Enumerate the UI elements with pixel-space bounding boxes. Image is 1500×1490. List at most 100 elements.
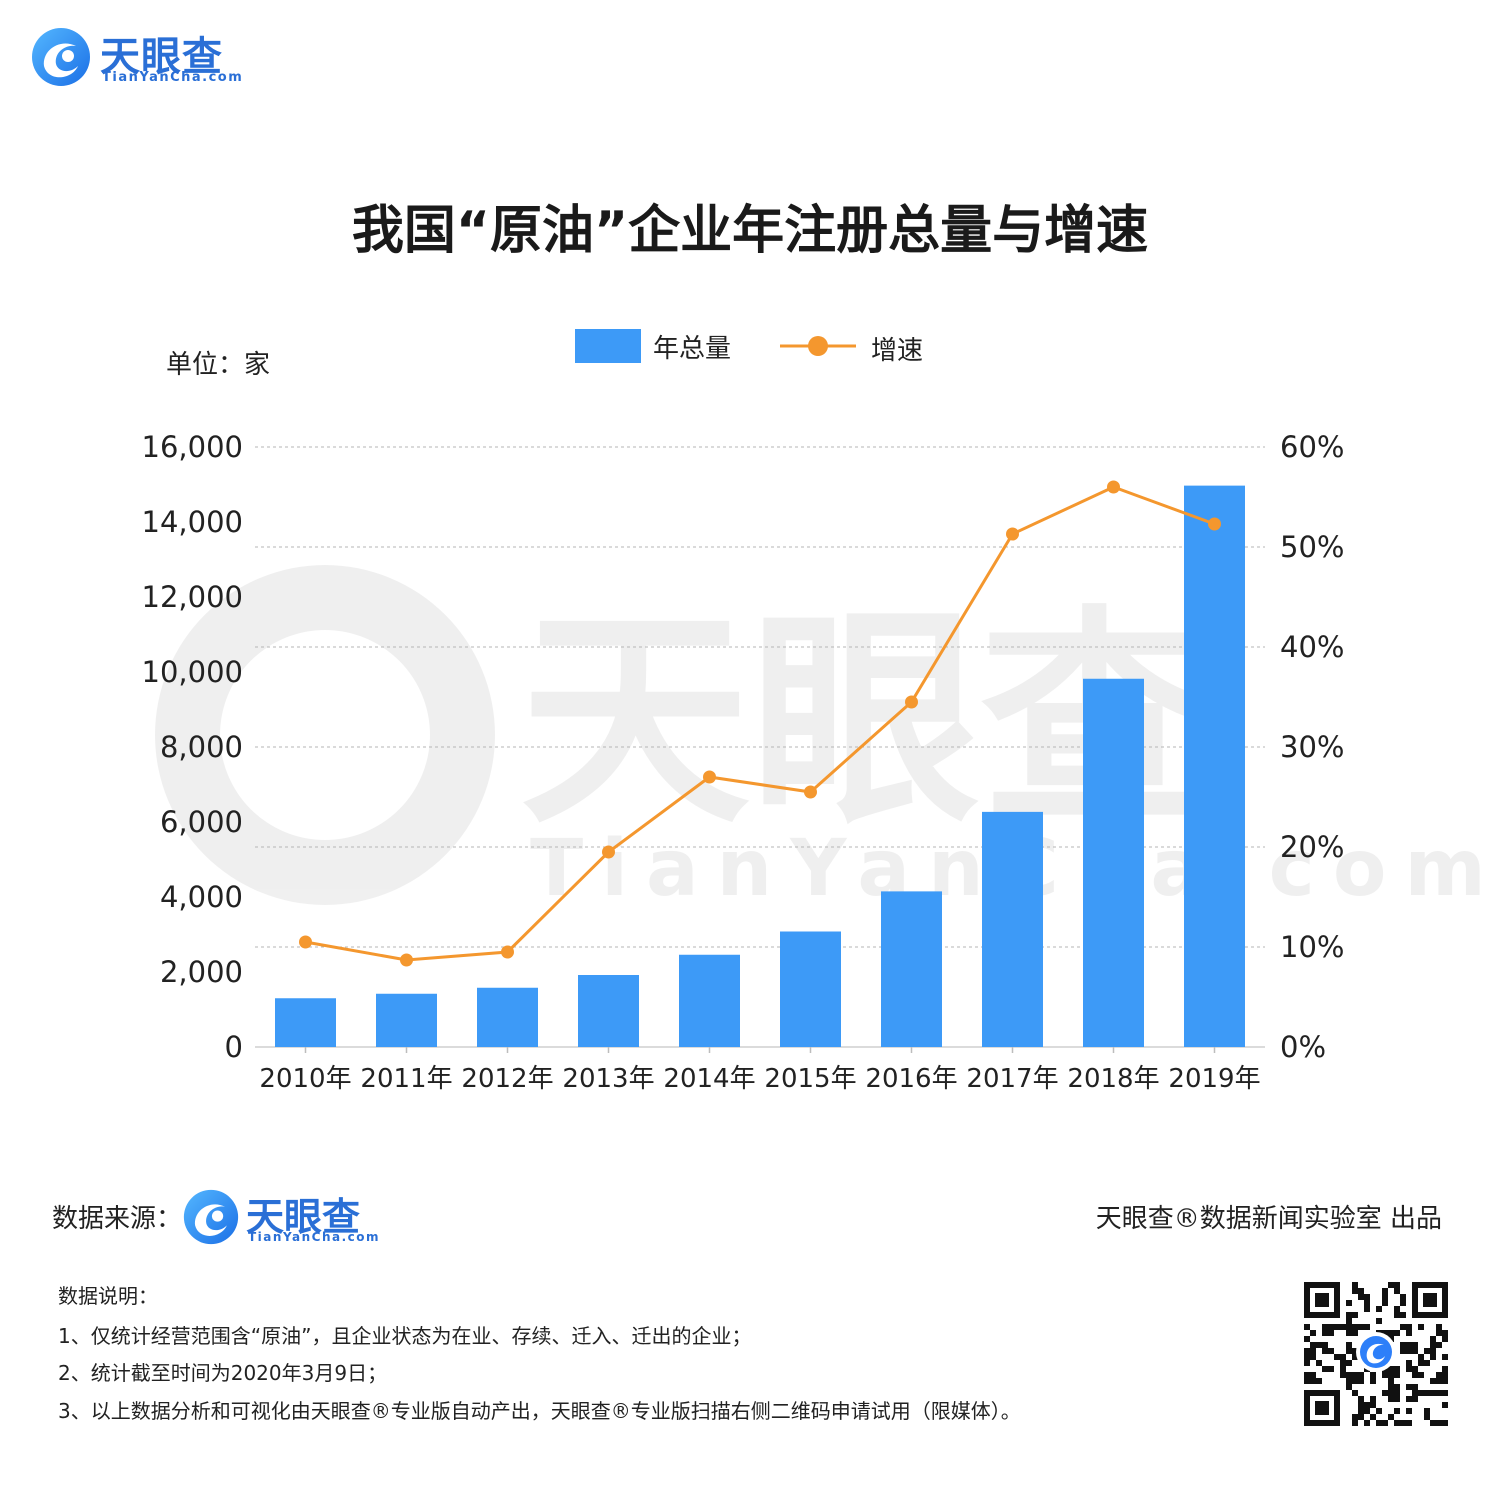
qr-cell	[1370, 1402, 1376, 1408]
chart-area: 天眼查 TianYanCha.com 02,0004,0006,0008,000…	[142, 430, 1486, 1094]
qr-cell	[1394, 1282, 1400, 1288]
right-axis-ticks: 0% 10% 20% 30% 40% 50% 60%	[1280, 430, 1344, 1064]
qr-cell	[1352, 1420, 1358, 1426]
qr-cell	[1400, 1420, 1406, 1426]
qr-cell	[1418, 1372, 1424, 1378]
qr-cell	[1436, 1342, 1442, 1348]
qr-cell	[1442, 1420, 1448, 1426]
qr-cell	[1310, 1348, 1316, 1354]
qr-cell	[1310, 1378, 1316, 1384]
growth-point	[1208, 517, 1221, 531]
qr-cell	[1388, 1330, 1394, 1336]
qr-cell	[1412, 1372, 1418, 1378]
left-tick-label: 6,000	[160, 805, 243, 839]
qr-cell	[1304, 1348, 1310, 1354]
qr-cell	[1442, 1330, 1448, 1336]
right-tick-label: 10%	[1280, 930, 1344, 964]
qr-cell	[1388, 1282, 1394, 1288]
qr-cell	[1334, 1354, 1340, 1360]
qr-cell	[1388, 1372, 1394, 1378]
qr-cell	[1328, 1366, 1334, 1372]
qr-cell	[1364, 1306, 1370, 1312]
note-item: 2、统计截至时间为2020年3月9日；	[58, 1361, 388, 1385]
left-tick-label: 12,000	[142, 580, 243, 614]
qr-cell	[1346, 1372, 1352, 1378]
qr-cell	[1352, 1390, 1358, 1396]
qr-cell	[1394, 1408, 1400, 1414]
qr-cell	[1340, 1366, 1346, 1372]
qr-cell	[1412, 1342, 1418, 1348]
left-tick-label: 16,000	[142, 430, 243, 464]
qr-cell	[1442, 1402, 1448, 1408]
legend-bar-label: 年总量	[653, 334, 732, 364]
qr-cell	[1310, 1372, 1316, 1378]
footer-logo-icon	[183, 1189, 239, 1245]
x-axis-ticks: 2010年 2011年 2012年 2013年 2014年 2015年 2016年 2017年…	[259, 1047, 1261, 1094]
qr-cell	[1358, 1414, 1364, 1420]
qr-cell	[1388, 1390, 1394, 1396]
bars	[275, 485, 1245, 1047]
qr-cell	[1352, 1348, 1358, 1354]
qr-cell	[1388, 1378, 1394, 1384]
qr-cell	[1442, 1378, 1448, 1384]
bar	[1184, 485, 1245, 1047]
bar	[780, 931, 841, 1047]
qr-cell	[1406, 1348, 1412, 1354]
qr-cell	[1412, 1384, 1418, 1390]
source-label: 数据来源：	[52, 1204, 183, 1234]
qr-cell	[1364, 1300, 1370, 1306]
qr-cell	[1322, 1330, 1328, 1336]
qr-cell	[1388, 1384, 1394, 1390]
growth-point	[703, 770, 716, 784]
right-tick-label: 20%	[1280, 830, 1344, 864]
qr-cell	[1358, 1402, 1364, 1408]
x-tick-label: 2012年	[461, 1064, 553, 1094]
qr-cell	[1430, 1420, 1436, 1426]
qr-cell	[1346, 1300, 1352, 1306]
qr-cell	[1376, 1420, 1382, 1426]
qr-cell	[1400, 1324, 1406, 1330]
qr-cell	[1412, 1390, 1418, 1396]
right-tick-label: 40%	[1280, 630, 1344, 664]
qr-cell	[1358, 1288, 1364, 1294]
legend-line-label: 增速	[871, 336, 924, 366]
qr-cell	[1304, 1336, 1310, 1342]
qr-cell	[1412, 1348, 1418, 1354]
qr-cell	[1352, 1288, 1358, 1294]
qr-cell	[1400, 1312, 1406, 1318]
qr-cell	[1418, 1324, 1424, 1330]
x-tick-label: 2015年	[764, 1064, 856, 1094]
qr-cell	[1430, 1342, 1436, 1348]
left-tick-label: 2,000	[160, 955, 243, 989]
growth-point	[1006, 527, 1019, 541]
qr-cell	[1394, 1306, 1400, 1312]
qr-cell	[1424, 1414, 1430, 1420]
left-tick-label: 4,000	[160, 880, 243, 914]
qr-cell	[1442, 1354, 1448, 1360]
qr-cell	[1394, 1372, 1400, 1378]
qr-cell	[1442, 1366, 1448, 1372]
header-logo: 天眼查 TianYanCha.com	[30, 24, 270, 90]
qr-cell	[1316, 1360, 1322, 1366]
unit-label: 单位：家	[166, 350, 271, 380]
footer-logo-domain: TianYanCha.com	[248, 1230, 381, 1244]
qr-cell	[1376, 1306, 1382, 1312]
qr-cell	[1322, 1366, 1328, 1372]
qr-cell	[1388, 1396, 1394, 1402]
qr-cell	[1376, 1318, 1382, 1324]
x-tick-label: 2016年	[865, 1064, 957, 1094]
qr-cell	[1424, 1360, 1430, 1366]
qr-cell	[1394, 1384, 1400, 1390]
qr-cell	[1316, 1378, 1322, 1384]
growth-point	[400, 953, 413, 967]
header-logo-name: 天眼查	[100, 34, 223, 80]
chart-title: 我国“原油”企业年注册总量与增速	[351, 201, 1149, 261]
growth-point	[1107, 480, 1120, 494]
qr-cell	[1352, 1324, 1358, 1330]
qr-cell	[1352, 1354, 1358, 1360]
qr-cell	[1340, 1360, 1346, 1366]
qr-cell	[1352, 1282, 1358, 1288]
right-tick-label: 60%	[1280, 430, 1344, 464]
qr-cell	[1394, 1396, 1400, 1402]
qr-cell	[1352, 1414, 1358, 1420]
